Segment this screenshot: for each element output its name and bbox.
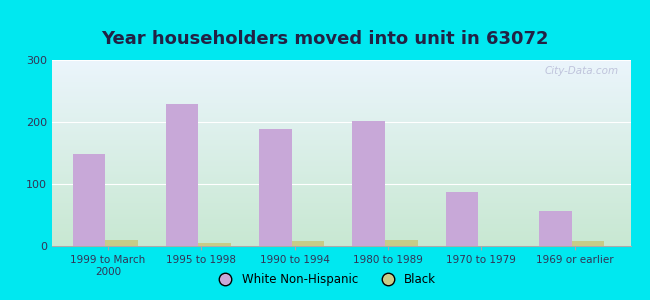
Bar xyxy=(352,122,385,246)
Bar xyxy=(73,154,105,246)
Bar xyxy=(385,240,418,246)
Bar xyxy=(539,211,572,246)
Bar xyxy=(259,129,292,246)
Text: City-Data.com: City-Data.com xyxy=(545,66,619,76)
Bar xyxy=(198,243,231,246)
Bar xyxy=(446,192,478,246)
Bar xyxy=(292,241,324,246)
Text: Year householders moved into unit in 63072: Year householders moved into unit in 630… xyxy=(101,30,549,48)
Bar xyxy=(572,241,604,246)
Bar xyxy=(105,240,138,246)
Bar xyxy=(166,104,198,246)
Legend: White Non-Hispanic, Black: White Non-Hispanic, Black xyxy=(209,269,441,291)
